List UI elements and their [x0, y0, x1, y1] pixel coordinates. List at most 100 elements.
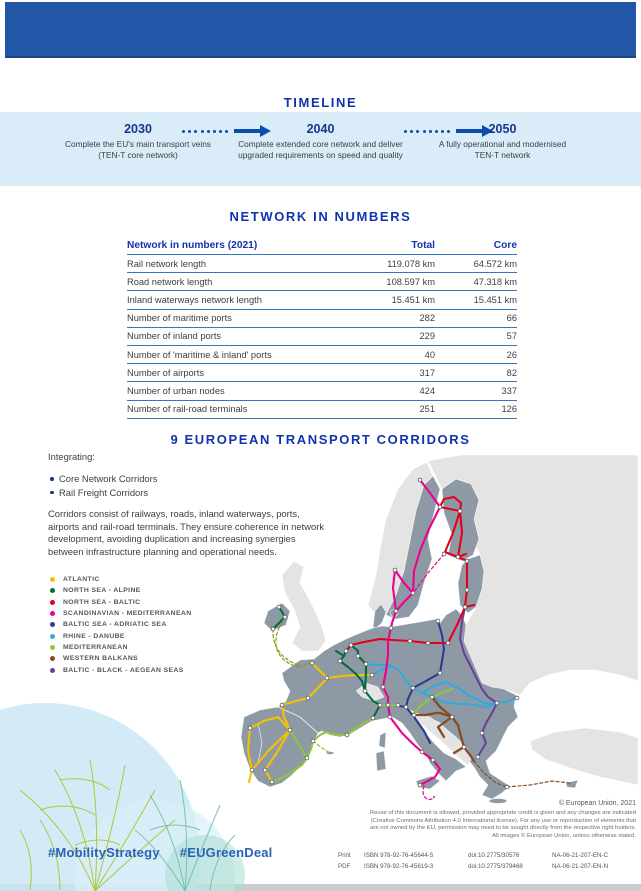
corridors-heading: 9 EUROPEAN TRANSPORT CORRIDORS: [170, 432, 471, 447]
landmass-crete: [488, 798, 508, 804]
legend-item: BALTIC - BLACK - AEGEAN SEAS: [50, 664, 192, 675]
row-total: 15.451 km: [391, 294, 435, 305]
edition-format: PDF: [338, 863, 351, 870]
corridor-line-baltic-adriatic: [398, 619, 446, 745]
legend-dot: [50, 599, 55, 605]
leaf-decoration: [0, 703, 245, 891]
legend-label: ATLANTIC: [63, 576, 100, 584]
row-name: Number of airports: [127, 367, 204, 378]
timeline-band: 2030 Complete the EU's main transport ve…: [0, 112, 641, 186]
table-row: Rail network length 119.078 km 64.572 km: [127, 255, 517, 274]
landmass-cyprus: [565, 779, 579, 789]
edition-format: Print: [338, 852, 351, 859]
corridor-line-mediterranean-ferry: [312, 740, 331, 754]
corridors-text-block: Integrating: Core Network Corridors Rail…: [48, 451, 330, 558]
row-total: 40: [424, 349, 435, 360]
legend-item: ATLANTIC: [50, 574, 192, 585]
legend-item: NORTH SEA - ALPINE: [50, 585, 192, 596]
landmass-baltics: [457, 554, 485, 614]
legend-label: RHINE - DANUBE: [63, 632, 125, 640]
row-total: 229: [419, 331, 435, 342]
legend-label: BALTIC SEA - ADRIATIC SEA: [63, 621, 167, 629]
table-row: Number of 'maritime & inland' ports 40 2…: [127, 346, 517, 365]
milestone-year: 2040: [306, 122, 335, 136]
row-total: 424: [419, 385, 435, 396]
legend-dot: [50, 667, 55, 673]
corridors-description: Corridors consist of railways, roads, in…: [48, 508, 325, 557]
corridor-legend: ATLANTIC NORTH SEA - ALPINE NORTH SEA - …: [50, 574, 192, 676]
row-total: 119.078 km: [387, 258, 435, 269]
landmass-non-eu: [281, 455, 639, 786]
row-core: 64.572 km: [473, 258, 517, 269]
legend-dot: [50, 633, 55, 639]
page-edge-bar: [0, 884, 641, 891]
legend-label: MEDITERRANEAN: [63, 643, 128, 651]
legend-label: BALTIC - BLACK - AEGEAN SEAS: [63, 666, 184, 674]
legend-dot: [50, 577, 55, 583]
row-total: 251: [419, 404, 435, 415]
copyright-credit: © European Union, 2021: [558, 800, 636, 807]
table-row: Number of rail-road terminals 251 126: [127, 401, 517, 419]
network-table: Network in numbers (2021) Total Core Rai…: [127, 237, 517, 419]
corridor-line-western-balkans-maritime: [473, 760, 571, 788]
timeline-heading: TIMELINE: [283, 95, 358, 110]
table-header-row: Network in numbers (2021) Total Core: [127, 237, 517, 255]
dotted-arrow-icon: [404, 125, 493, 137]
row-core: 337: [501, 385, 517, 396]
dotted-arrow-icon: [182, 125, 271, 137]
milestone-year: 2030: [124, 122, 152, 136]
legend-dot: [50, 622, 55, 628]
edition-doi: doi:10.2775/379468: [468, 863, 523, 870]
edition-catalogue: NA-06-21-207-EN-C: [552, 852, 609, 859]
legend-item: BALTIC SEA - ADRIATIC SEA: [50, 619, 192, 630]
leaf-veins-teal: [134, 779, 236, 891]
legend-item: NORTH SEA - BALTIC: [50, 597, 192, 608]
edition-identifiers: Print ISBN 978-92-76-45644-5 doi:10.2775…: [338, 852, 636, 870]
legend-dot: [50, 644, 55, 650]
legend-label: NORTH SEA - ALPINE: [63, 587, 141, 595]
milestone-description: A fully operational and modernised TEN-T…: [438, 139, 567, 160]
row-name: Rail network length: [127, 258, 207, 269]
country-borders: [257, 706, 319, 764]
reuse-notice: Reuse of this document is allowed, provi…: [369, 810, 636, 839]
hashtags: #MobilityStrategy #EUGreenDeal: [48, 845, 293, 860]
row-core: 66: [506, 313, 517, 324]
row-core: 47.318 km: [473, 276, 517, 287]
city-nodes: [247, 477, 520, 790]
column-header-name: Network in numbers (2021): [127, 240, 258, 251]
row-name: Number of 'maritime & inland' ports: [127, 349, 272, 360]
legend-dot: [50, 611, 55, 617]
row-total: 317: [419, 367, 435, 378]
corridor-line-north-sea-baltic: [344, 495, 476, 653]
table-row: Number of maritime ports 282 66: [127, 310, 517, 328]
column-header-core: Core: [493, 240, 517, 251]
legend-item: RHINE - DANUBE: [50, 630, 192, 641]
europe-corridor-map: [240, 455, 639, 804]
edition-doi: doi:10.2775/30576: [468, 852, 520, 859]
row-name: Number of maritime ports: [127, 313, 232, 324]
row-core: 57: [506, 331, 517, 342]
table-row: Number of urban nodes 424 337: [127, 382, 517, 401]
leaf-veins-green: [19, 759, 176, 891]
bullet-item: Rail Freight Corridors: [48, 486, 330, 500]
row-name: Number of inland ports: [127, 331, 222, 342]
milestone-year: 2050: [488, 122, 517, 136]
row-name: Number of rail-road terminals: [127, 404, 248, 415]
legend-item: WESTERN BALKANS: [50, 653, 192, 664]
legend-dot: [50, 656, 55, 662]
legend-item: MEDITERRANEAN: [50, 642, 192, 653]
decor-circle-teal: [165, 835, 245, 891]
table-row: Number of airports 317 82: [127, 364, 517, 383]
legend-label: WESTERN BALKANS: [63, 655, 139, 663]
corridor-line-rhine-danube: [364, 662, 519, 709]
row-core: 82: [506, 367, 517, 378]
landmass-turkey: [529, 727, 639, 786]
row-core: 15.451 km: [473, 294, 517, 305]
landmass-sardinia: [375, 750, 387, 772]
legend-dot: [50, 588, 55, 594]
row-core: 26: [506, 349, 517, 360]
legend-label: SCANDINAVIAN - MEDITERRANEAN: [63, 610, 192, 618]
milestone-description: Complete the EU's main transport veins (…: [65, 139, 211, 160]
bullet-item: Core Network Corridors: [48, 472, 330, 486]
